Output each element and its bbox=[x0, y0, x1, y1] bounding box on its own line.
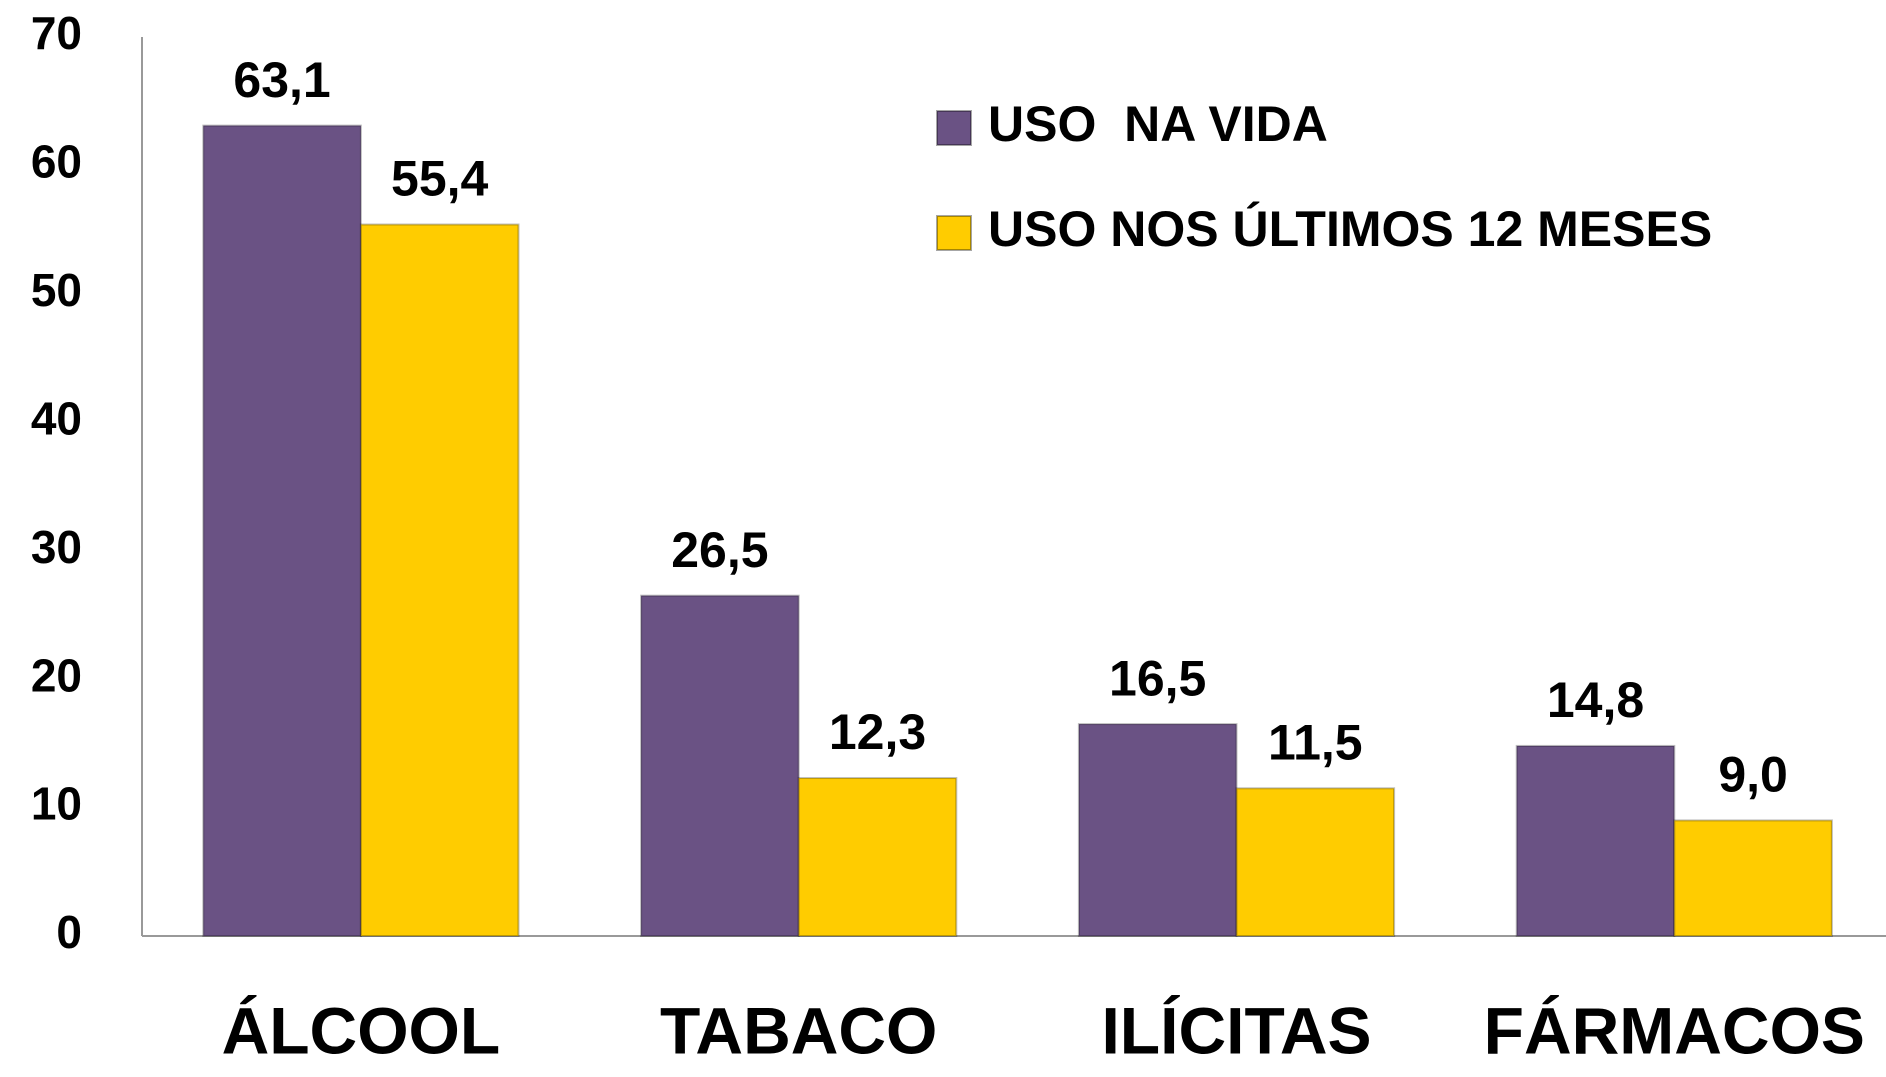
data-label: 14,8 bbox=[1547, 672, 1644, 728]
bar bbox=[640, 594, 800, 938]
x-tick-label: FÁRMACOS bbox=[1484, 993, 1865, 1067]
bar bbox=[359, 223, 520, 937]
bar bbox=[1673, 819, 1833, 938]
data-label: 16,5 bbox=[1109, 650, 1206, 706]
legend-swatch bbox=[936, 110, 972, 146]
bar bbox=[797, 777, 958, 937]
data-label: 63,1 bbox=[233, 52, 330, 108]
bar bbox=[1077, 723, 1238, 937]
bar bbox=[202, 124, 362, 937]
legend-label: USO NOS ÚLTIMOS 12 MESES bbox=[988, 201, 1712, 257]
y-tick-label: 60 bbox=[31, 136, 82, 188]
x-tick-label: TABACO bbox=[660, 993, 937, 1067]
y-tick-label: 20 bbox=[31, 649, 82, 701]
legend-swatch bbox=[936, 215, 972, 251]
data-label: 26,5 bbox=[671, 522, 768, 578]
data-label: 9,0 bbox=[1718, 747, 1788, 803]
y-tick-label: 70 bbox=[31, 7, 82, 59]
data-label: 55,4 bbox=[391, 151, 489, 207]
y-tick-label: 0 bbox=[56, 906, 82, 958]
x-tick-label: ÁLCOOL bbox=[222, 993, 501, 1067]
data-label: 12,3 bbox=[829, 704, 926, 760]
bar bbox=[1235, 787, 1396, 937]
data-label: 11,5 bbox=[1268, 715, 1363, 771]
x-tick-label: ILÍCITAS bbox=[1101, 993, 1371, 1067]
y-tick-label: 30 bbox=[31, 521, 82, 573]
y-tick-label: 10 bbox=[31, 778, 82, 830]
y-tick-label: 50 bbox=[31, 264, 82, 316]
y-tick-label: 40 bbox=[31, 392, 82, 444]
legend-label: USO NA VIDA bbox=[988, 96, 1328, 152]
bar bbox=[1515, 744, 1676, 937]
